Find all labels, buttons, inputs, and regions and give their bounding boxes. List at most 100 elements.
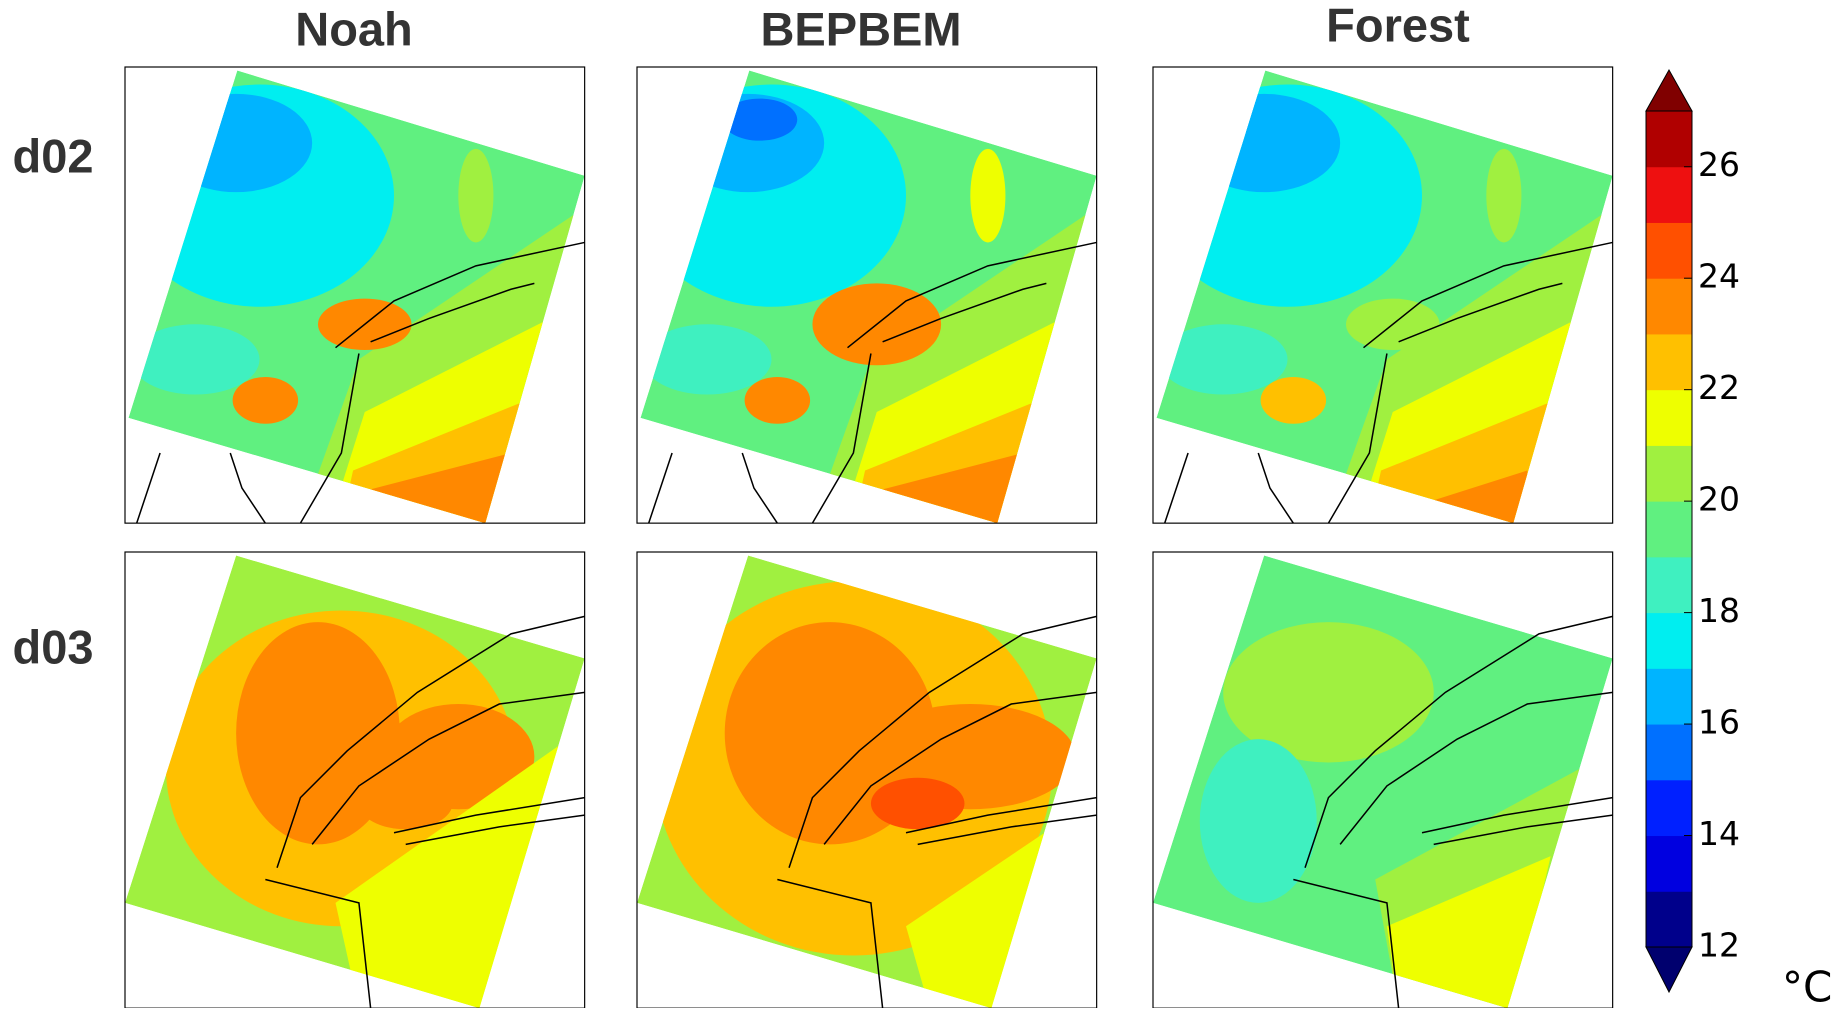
- coastline: [135, 452, 161, 524]
- coastline: [1433, 814, 1613, 846]
- colorbar-unit: °C: [1782, 963, 1832, 1009]
- contour-region: [1238, 98, 1314, 141]
- contour-region: [210, 98, 286, 141]
- coastline: [311, 691, 585, 845]
- map-panel: [124, 551, 586, 1009]
- coastline: [299, 353, 360, 524]
- contour-region: [232, 376, 299, 424]
- tick-label: 24: [1698, 257, 1740, 296]
- contour-region: [1386, 856, 1551, 1009]
- coastline: [882, 282, 1047, 343]
- row-label: d02: [13, 129, 94, 182]
- contour-region: [870, 777, 965, 830]
- panel-frame: [124, 66, 586, 524]
- coastline: [905, 796, 1097, 834]
- column-title: BEPBEM: [760, 2, 961, 55]
- tick-label: 22: [1698, 368, 1740, 407]
- coastline: [393, 796, 585, 834]
- map-panel: [636, 66, 1098, 524]
- contour-region: [458, 148, 494, 243]
- colorbar-bin: [1646, 501, 1692, 558]
- coastline: [1363, 241, 1613, 349]
- tick-label: 16: [1698, 703, 1740, 742]
- contour-region: [744, 376, 811, 424]
- coastline: [1257, 452, 1294, 524]
- coastline: [788, 615, 1097, 869]
- coastline: [917, 814, 1097, 846]
- colorbar-bin: [1646, 333, 1692, 391]
- colorbar-bin: [1646, 111, 1692, 168]
- colorbar-bin: [1646, 222, 1692, 279]
- coastline: [229, 452, 266, 524]
- colorbar-bin: [1646, 779, 1692, 837]
- coastlines: [1293, 615, 1613, 1009]
- colorbar-extend-low: [1645, 946, 1693, 994]
- colorbar-bin: [1646, 389, 1692, 446]
- colorbar-bin: [1646, 835, 1692, 892]
- coastline: [276, 615, 585, 869]
- contour-region: [236, 622, 400, 845]
- colorbar-frame: [1645, 110, 1693, 948]
- contour-region: [642, 324, 772, 395]
- tick-label: 14: [1698, 814, 1740, 853]
- coastline: [1304, 615, 1613, 869]
- temperature-field: [1156, 70, 1613, 524]
- coastlines: [1163, 241, 1613, 524]
- colorbar-bin: [1646, 668, 1692, 725]
- coastline: [265, 878, 372, 1009]
- map-panels: [124, 66, 1614, 1009]
- colorbar-bin: [1646, 724, 1692, 781]
- tick-label: 12: [1698, 926, 1740, 965]
- map-panel: [1152, 66, 1614, 524]
- tick-label: 20: [1698, 480, 1740, 519]
- coastline: [823, 691, 1097, 845]
- coastlines: [777, 615, 1097, 1009]
- temperature-field: [1153, 555, 1613, 1009]
- column-title: Noah: [295, 2, 413, 55]
- colorbar-bin: [1646, 612, 1692, 669]
- colorbar-bin: [1646, 556, 1692, 614]
- temperature-field: [125, 555, 585, 1009]
- contour-region: [970, 148, 1006, 243]
- temperature-field: [640, 70, 1097, 524]
- coastlines: [135, 241, 585, 524]
- map-panel: [1152, 551, 1614, 1009]
- colorbar: 12 14 16 18 20 22 24 26 °C: [1645, 68, 1832, 1012]
- colorbar-bin: [1646, 278, 1692, 335]
- coastline: [1339, 691, 1613, 845]
- contour-region: [130, 324, 260, 395]
- coastline: [335, 241, 585, 349]
- contour-region: [1199, 739, 1317, 903]
- coastlines: [265, 615, 585, 1009]
- column-title: Forest: [1326, 0, 1470, 51]
- coastline: [647, 452, 673, 524]
- colorbar-bin: [1646, 445, 1692, 502]
- colorbar-bin: [1646, 891, 1692, 948]
- coastline: [1327, 353, 1388, 524]
- colorbar-extend-high: [1645, 68, 1693, 112]
- map-panel: [636, 551, 1098, 1009]
- temperature-field: [128, 70, 585, 524]
- tick-label: 18: [1698, 591, 1740, 630]
- contour-region: [358, 777, 453, 830]
- panel-frame: [636, 66, 1098, 524]
- coastline: [1421, 796, 1613, 834]
- coastline: [777, 878, 884, 1009]
- contour-region: [1158, 324, 1288, 395]
- coastline: [741, 452, 778, 524]
- coastline: [1398, 282, 1563, 343]
- coastlines: [647, 241, 1097, 524]
- coastline: [811, 353, 872, 524]
- contour-region: [722, 98, 798, 141]
- contour-region: [1223, 622, 1434, 763]
- coastline: [1163, 452, 1189, 524]
- panel-frame: [1152, 66, 1614, 524]
- tick-label: 26: [1698, 145, 1740, 184]
- contour-region: [1260, 376, 1327, 424]
- row-label: d03: [13, 620, 94, 673]
- temperature-field: [637, 555, 1097, 1009]
- coastline: [1293, 878, 1400, 1009]
- coastline: [370, 282, 535, 343]
- contour-region: [1486, 148, 1522, 243]
